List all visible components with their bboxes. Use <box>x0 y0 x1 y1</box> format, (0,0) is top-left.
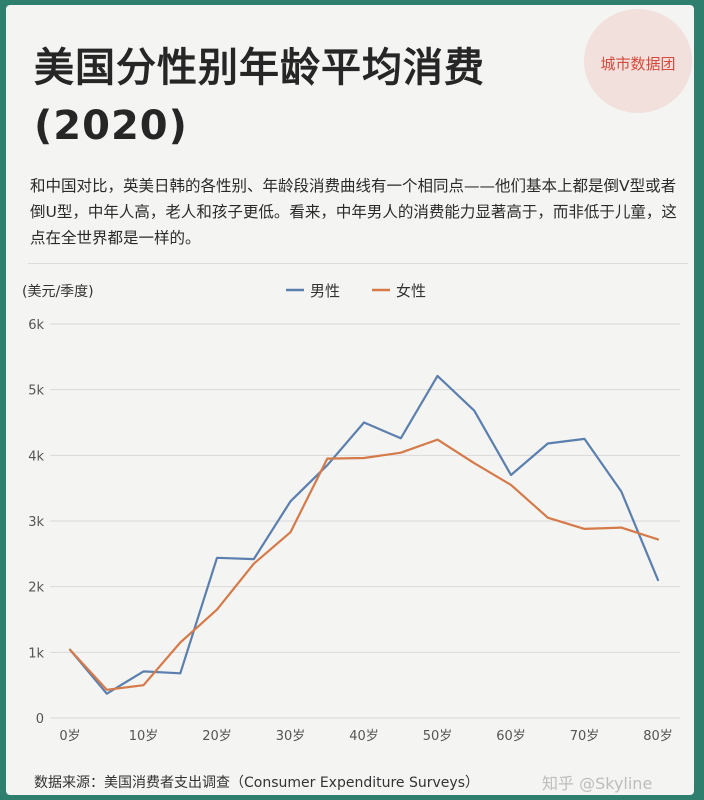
y-tick-label: 5k <box>28 384 44 399</box>
x-tick-label: 80岁 <box>643 729 673 744</box>
divider <box>28 263 688 264</box>
y-tick-label: 2k <box>28 581 44 596</box>
watermark: 知乎 @Skyline <box>542 774 653 793</box>
brand-logo: 城市数据团 <box>584 9 692 113</box>
legend-label-female: 女性 <box>396 282 426 300</box>
x-tick-label: 10岁 <box>129 729 159 744</box>
y-tick-label: 6k <box>28 318 44 333</box>
y-tick-label: 0 <box>36 712 44 727</box>
y-axis-unit-label: (美元/季度) <box>22 284 94 300</box>
y-tick-label: 4k <box>28 449 44 464</box>
x-tick-label: 70岁 <box>570 729 600 744</box>
series-line-female <box>68 438 660 691</box>
x-tick-label: 30岁 <box>276 729 306 744</box>
legend-label-male: 男性 <box>310 282 340 300</box>
x-tick-label: 0岁 <box>59 729 80 744</box>
description-text: 和中国对比，英美日韩的各性别、年龄段消费曲线有一个相同点——他们基本上都是倒V型… <box>30 177 677 247</box>
logo-circle <box>584 9 692 113</box>
logo-text: 城市数据团 <box>600 55 676 73</box>
page-title: 美国分性别年龄平均消费 (2020) <box>34 45 485 149</box>
x-tick-label: 40岁 <box>349 729 379 744</box>
series-line-male <box>68 374 660 695</box>
x-tick-label: 50岁 <box>423 729 453 744</box>
y-tick-label: 3k <box>28 515 44 530</box>
x-tick-label: 20岁 <box>202 729 232 744</box>
infographic-card: 美国分性别年龄平均消费 (2020) 城市数据团 和中国对比，英美日韩的各性别、… <box>6 5 694 795</box>
source-footer: 数据来源：美国消费者支出调查（Consumer Expenditure Surv… <box>34 775 479 791</box>
x-tick-label: 60岁 <box>496 729 526 744</box>
y-tick-label: 1k <box>28 646 44 661</box>
